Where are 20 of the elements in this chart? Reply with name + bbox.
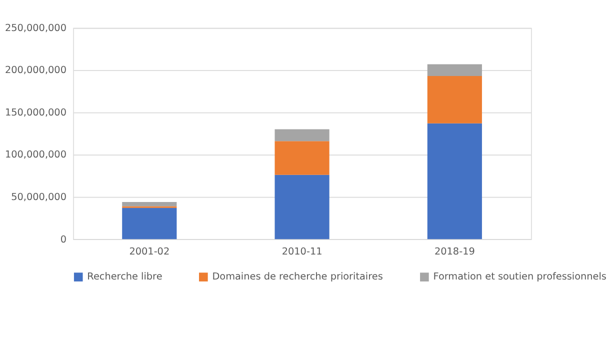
bar <box>427 123 482 240</box>
y-tick-label: 0 <box>60 234 66 246</box>
bar <box>427 76 482 124</box>
bar <box>427 64 482 76</box>
bar <box>274 129 330 142</box>
y-tick-label: 100,000,000 <box>4 150 66 161</box>
bar <box>122 208 177 240</box>
y-tick-label: 200,000,000 <box>4 65 66 76</box>
y-tick-label: 150,000,000 <box>4 107 66 118</box>
x-tick-label: 2001-02 <box>129 246 170 258</box>
legend-label: Domaines de recherche prioritaires <box>212 272 383 283</box>
bar <box>274 141 330 175</box>
legend-label: Recherche libre <box>87 272 162 283</box>
x-tick-label: 2010-11 <box>282 246 322 258</box>
bar <box>122 202 177 206</box>
legend-label: Formation et soutien professionnels <box>433 272 606 283</box>
bar <box>274 174 330 240</box>
y-tick-label: 50,000,000 <box>11 192 66 203</box>
y-tick-label: 250,000,000 <box>4 22 66 34</box>
x-tick-label: 2018-19 <box>434 246 475 258</box>
